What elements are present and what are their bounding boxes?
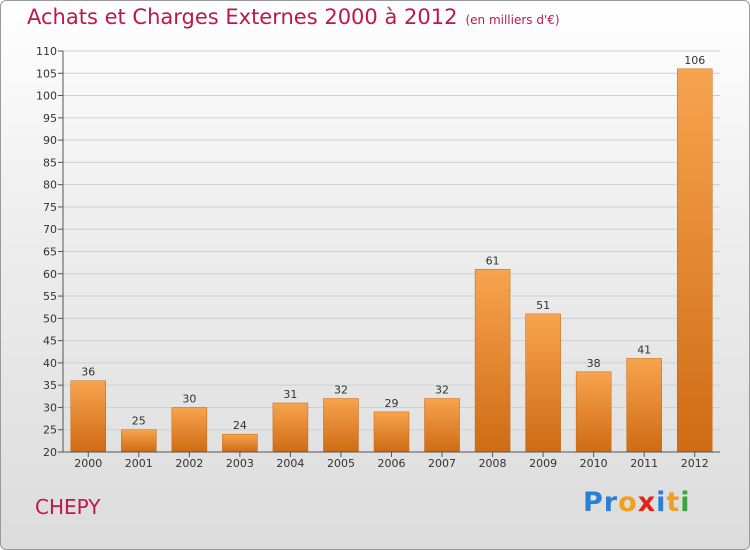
y-tick-label: 80	[43, 179, 57, 192]
x-tick-label: 2004	[276, 457, 304, 470]
x-tick-label: 2001	[125, 457, 153, 470]
bar-value-label: 31	[283, 388, 297, 401]
commune-name: CHEPY	[35, 495, 101, 519]
y-tick-label: 35	[43, 379, 57, 392]
x-tick-label: 2000	[74, 457, 102, 470]
bar	[676, 68, 713, 453]
x-tick-label: 2008	[479, 457, 507, 470]
bars: 36 25 30 24 31 32 29 32 61 51 38 41 106	[70, 54, 713, 453]
x-tick-label: 2006	[378, 457, 406, 470]
chart-subtitle: (en milliers d'€)	[465, 13, 560, 27]
y-tick-label: 30	[43, 401, 57, 414]
bar	[272, 402, 309, 453]
bar	[474, 269, 511, 453]
bar-value-label: 29	[385, 397, 399, 410]
x-tick-label: 2011	[630, 457, 658, 470]
x-axis: 2000 2001 2002 2003 2004 2005 2006 2007 2008 2009…	[63, 451, 720, 470]
y-tick-label: 45	[43, 335, 57, 348]
proxiti-logo: Proxiti	[583, 487, 691, 518]
bar-value-label: 32	[435, 384, 449, 397]
y-tick-label: 60	[43, 268, 57, 281]
bar	[171, 407, 208, 453]
x-tick-label: 2002	[175, 457, 203, 470]
chart-title: Achats et Charges Externes 2000 à 2012 (e…	[27, 5, 560, 29]
logo-letter: P	[583, 487, 604, 518]
y-tick-label: 85	[43, 156, 57, 169]
bar	[121, 429, 157, 453]
bar-value-label: 41	[637, 343, 651, 356]
bar	[222, 433, 258, 453]
y-tick-label: 90	[43, 134, 57, 147]
y-tick-label: 20	[43, 446, 57, 459]
grid-lines	[63, 50, 720, 453]
bar-value-label: 32	[334, 384, 348, 397]
y-axis: 20 25 30 35 40 45 50 55 60 65 70 75 80 85 90 95 100 105 11…	[36, 45, 64, 459]
bar-value-label: 36	[81, 366, 95, 379]
y-tick-label: 95	[43, 112, 57, 125]
logo-letter: r	[603, 487, 619, 518]
logo-letter: t	[666, 487, 681, 518]
bar	[575, 371, 612, 453]
bar	[525, 313, 561, 453]
logo-letter: x	[637, 487, 657, 518]
bar-value-label: 30	[182, 392, 196, 405]
y-tick-label: 55	[43, 290, 57, 303]
bar	[323, 398, 359, 453]
logo-letter: o	[618, 487, 638, 518]
y-tick-label: 105	[36, 67, 57, 80]
bar-value-label: 25	[132, 415, 146, 428]
x-tick-label: 2009	[529, 457, 557, 470]
y-tick-label: 65	[43, 246, 57, 259]
x-tick-label: 2007	[428, 457, 456, 470]
logo-letter: i	[656, 487, 667, 518]
y-tick-label: 100	[36, 90, 57, 103]
x-tick-label: 2012	[681, 457, 709, 470]
bar	[373, 411, 410, 453]
y-tick-label: 40	[43, 357, 57, 370]
x-tick-label: 2010	[580, 457, 608, 470]
y-tick-label: 75	[43, 201, 57, 214]
x-tick-label: 2003	[226, 457, 254, 470]
bar-value-label: 61	[486, 254, 500, 267]
y-tick-label: 70	[43, 223, 57, 236]
x-tick-label: 2005	[327, 457, 355, 470]
bar-value-label: 106	[684, 54, 705, 67]
bar-value-label: 24	[233, 419, 247, 432]
y-tick-label: 50	[43, 312, 57, 325]
bar	[626, 358, 662, 453]
y-tick-label: 25	[43, 424, 57, 437]
bar-value-label: 51	[536, 299, 550, 312]
logo-letter: i	[680, 487, 691, 518]
bar	[424, 398, 460, 453]
bar-value-label: 38	[587, 357, 601, 370]
y-tick-label: 110	[36, 45, 57, 58]
chart-title-text: Achats et Charges Externes 2000 à 2012	[27, 5, 458, 29]
bar	[70, 380, 107, 453]
